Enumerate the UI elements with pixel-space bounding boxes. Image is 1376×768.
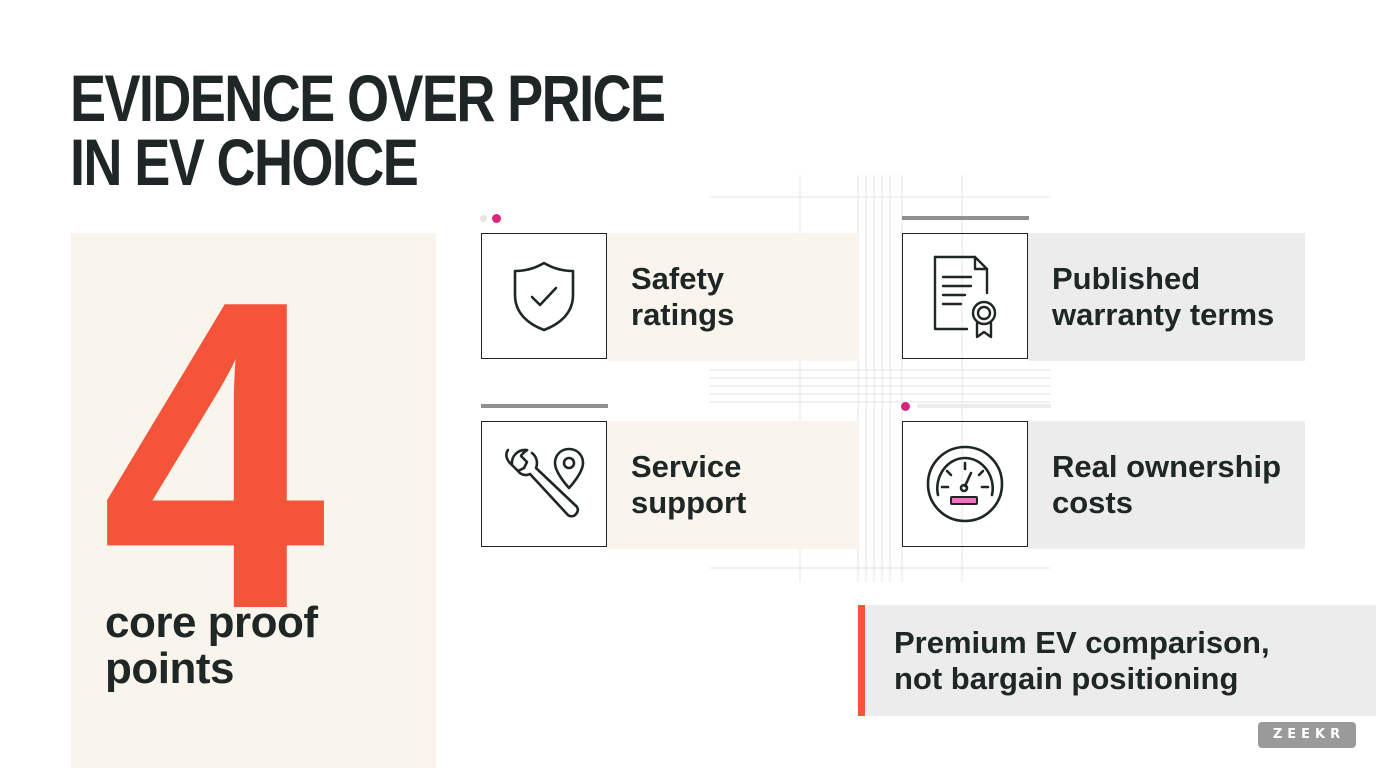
shield-check-icon <box>481 233 607 359</box>
stat-value: 4 <box>101 210 326 701</box>
page-title-line-2: IN EV CHOICE <box>70 125 419 199</box>
positioning-callout: Premium EV comparison, not bargain posit… <box>858 605 1376 716</box>
marker-dot-light <box>480 215 487 222</box>
proof-label-line-1: Real ownership <box>1052 449 1282 484</box>
callout-line-2: not bargain positioning <box>894 661 1239 696</box>
proof-label-line-1: Service <box>631 449 742 484</box>
brand-logo: ZEEKR <box>1258 722 1356 748</box>
divider-bar <box>481 404 608 408</box>
marker-dot <box>492 214 501 223</box>
wrench-location-icon <box>481 421 607 547</box>
divider-bar <box>917 404 1051 408</box>
proof-label-line-2: warranty terms <box>1052 297 1275 332</box>
page-title: EVIDENCE OVER PRICE IN EV CHOICE <box>70 61 666 199</box>
stat-label: core proof points <box>105 598 318 693</box>
stat-panel <box>71 233 436 768</box>
proof-label-line-2: support <box>631 485 747 520</box>
certificate-document-icon <box>902 233 1028 359</box>
callout-line-1: Premium EV comparison, <box>894 625 1270 660</box>
divider-bar <box>902 216 1029 220</box>
proof-label-line-1: Published <box>1052 261 1201 296</box>
speedometer-gauge-icon <box>902 421 1028 547</box>
proof-label-line-2: ratings <box>631 297 735 332</box>
proof-label-line-1: Safety <box>631 261 725 296</box>
page-title-line-1: EVIDENCE OVER PRICE <box>70 61 666 135</box>
marker-dot <box>901 402 910 411</box>
proof-label-line-2: costs <box>1052 485 1133 520</box>
